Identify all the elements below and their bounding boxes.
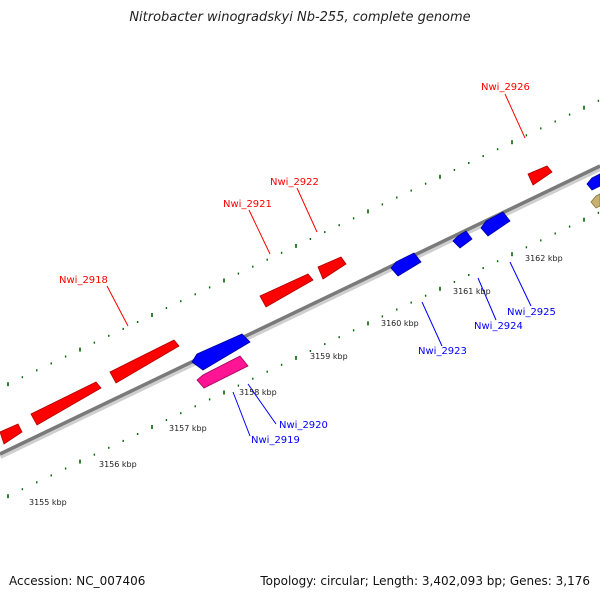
gene-label-nwi-2920[interactable]: Nwi_2920 [279,420,328,431]
scale-label-3162: 3162 kbp [525,254,563,263]
accession-text: Accession: NC_007406 [9,574,146,588]
scale-label-3159: 3159 kbp [310,352,348,361]
scale-label-3156: 3156 kbp [99,460,137,469]
gene-label-nwi-2919[interactable]: Nwi_2919 [251,435,300,446]
gene-reverse-olive[interactable] [590,193,600,209]
genome-summary-text: Topology: circular; Length: 3,402,093 bp… [260,574,590,588]
gene-label-nwi-2924[interactable]: Nwi_2924 [474,321,523,332]
gene-reverse-pink[interactable] [196,355,249,389]
gene-label-nwi-2923[interactable]: Nwi_2923 [418,346,467,357]
gene-forward-1[interactable] [0,423,23,445]
gene-reverse-3[interactable] [452,230,473,249]
gene-label-nwi-2922[interactable]: Nwi_2922 [270,177,319,188]
scale-label-3160: 3160 kbp [381,319,419,328]
scale-label-3157: 3157 kbp [169,424,207,433]
scale-label-3161: 3161 kbp [453,287,491,296]
gene-labels: Nwi_2918 Nwi_2921 Nwi_2922 Nwi_2926 Nwi_… [59,82,556,446]
scale-label-3158: 3158 kbp [239,388,277,397]
gene-label-nwi-2925[interactable]: Nwi_2925 [507,307,556,318]
reverse-genes [191,173,600,389]
gene-forward-2[interactable] [30,381,102,426]
gene-reverse-2[interactable] [390,252,422,277]
gene-forward-4[interactable] [259,273,314,308]
scale-labels: 3155 kbp 3156 kbp 3157 kbp 3158 kbp 3159… [29,254,563,507]
gene-reverse-4[interactable] [480,211,511,237]
gene-forward-3[interactable] [109,339,180,384]
forward-genes [0,165,553,445]
gene-reverse-5[interactable] [586,173,600,191]
gene-forward-5[interactable] [317,256,347,280]
gene-forward-6[interactable] [527,165,553,186]
gene-reverse-1[interactable] [191,333,251,371]
map-title: Nitrobacter winogradskyi Nb-255, complet… [129,10,471,25]
gene-label-lines [106,93,532,437]
gene-label-nwi-2921[interactable]: Nwi_2921 [223,199,272,210]
gene-label-nwi-2926[interactable]: Nwi_2926 [481,82,530,93]
tick-row-forward [7,99,600,387]
gene-label-nwi-2918[interactable]: Nwi_2918 [59,275,108,286]
tick-row-reverse [7,211,600,499]
scale-label-3155: 3155 kbp [29,498,67,507]
